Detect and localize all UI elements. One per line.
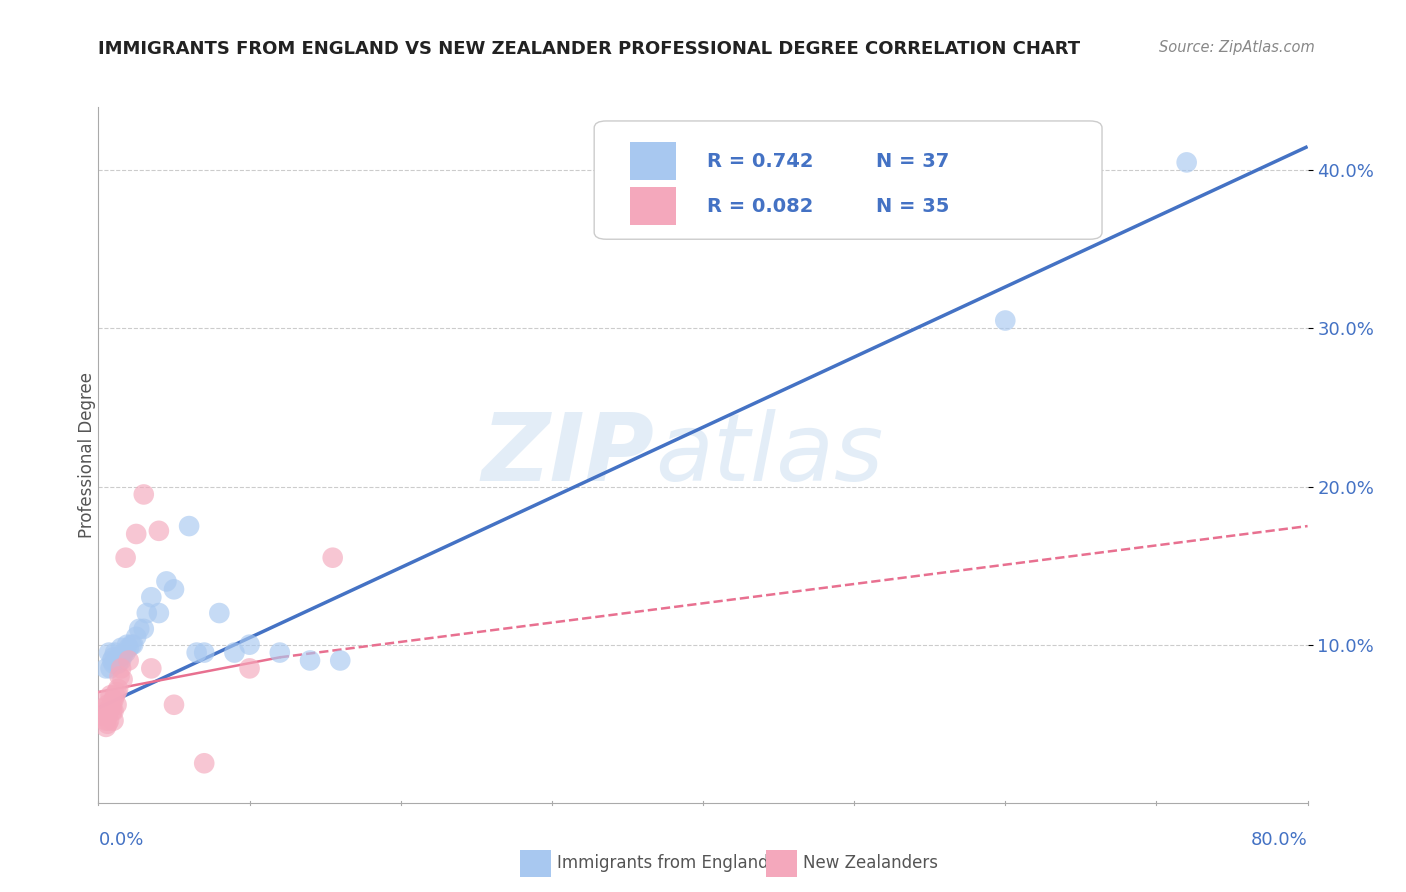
Point <box>122 638 145 652</box>
Point <box>114 550 136 565</box>
Text: R = 0.742: R = 0.742 <box>707 152 813 170</box>
Point <box>110 640 132 655</box>
Point <box>118 653 141 667</box>
Point <box>148 524 170 538</box>
Point <box>93 701 115 715</box>
Point <box>105 653 128 667</box>
Point <box>224 646 246 660</box>
Point <box>94 714 117 728</box>
Point <box>100 688 122 702</box>
Point <box>193 646 215 660</box>
Point <box>98 714 121 728</box>
Y-axis label: Professional Degree: Professional Degree <box>79 372 96 538</box>
Point <box>101 704 124 718</box>
Point <box>98 646 121 660</box>
Point <box>96 708 118 723</box>
Point <box>98 704 121 718</box>
Point <box>105 685 128 699</box>
Point <box>179 519 201 533</box>
Point <box>101 653 124 667</box>
Text: Source: ZipAtlas.com: Source: ZipAtlas.com <box>1159 40 1315 55</box>
Point <box>128 622 150 636</box>
Point <box>101 698 124 712</box>
Point <box>110 653 132 667</box>
Point <box>100 661 122 675</box>
Point <box>100 701 122 715</box>
Point <box>104 688 127 702</box>
Point <box>107 681 129 696</box>
Text: 0.0%: 0.0% <box>98 830 143 848</box>
Point <box>104 646 127 660</box>
Point <box>94 720 117 734</box>
Text: New Zealanders: New Zealanders <box>803 855 938 872</box>
Point <box>94 704 117 718</box>
Point <box>299 653 322 667</box>
Point <box>135 606 157 620</box>
Point <box>107 657 129 671</box>
Point <box>322 550 344 565</box>
Point <box>208 606 231 620</box>
Point <box>186 646 208 660</box>
Text: ZIP: ZIP <box>482 409 655 501</box>
Text: atlas: atlas <box>655 409 883 500</box>
Point <box>115 638 138 652</box>
Text: R = 0.082: R = 0.082 <box>707 196 813 216</box>
Point <box>132 487 155 501</box>
Point <box>163 582 186 597</box>
FancyBboxPatch shape <box>595 121 1102 239</box>
Text: N = 37: N = 37 <box>876 152 949 170</box>
Point <box>125 527 148 541</box>
Point <box>94 661 117 675</box>
Point <box>103 704 125 718</box>
Point <box>329 653 352 667</box>
Point <box>239 638 262 652</box>
Point <box>193 756 215 771</box>
Point <box>132 622 155 636</box>
Point <box>111 673 134 687</box>
Point <box>96 698 118 712</box>
FancyBboxPatch shape <box>630 142 676 180</box>
Point <box>125 630 148 644</box>
Point <box>103 693 125 707</box>
Point <box>103 650 125 665</box>
Text: 80.0%: 80.0% <box>1251 830 1308 848</box>
Point <box>148 606 170 620</box>
Point <box>269 646 291 660</box>
Point <box>155 574 177 589</box>
Text: IMMIGRANTS FROM ENGLAND VS NEW ZEALANDER PROFESSIONAL DEGREE CORRELATION CHART: IMMIGRANTS FROM ENGLAND VS NEW ZEALANDER… <box>98 40 1081 58</box>
Text: N = 35: N = 35 <box>876 196 949 216</box>
Point <box>163 698 186 712</box>
Point <box>114 646 136 660</box>
Point <box>110 661 132 675</box>
Point <box>118 640 141 655</box>
Text: Immigrants from England: Immigrants from England <box>557 855 769 872</box>
Point <box>93 708 115 723</box>
Point <box>121 638 143 652</box>
Point <box>108 669 131 683</box>
Point <box>141 591 163 605</box>
Point <box>96 716 118 731</box>
Point <box>105 698 128 712</box>
Point <box>1175 155 1198 169</box>
Point <box>239 661 262 675</box>
Point <box>91 693 114 707</box>
Point <box>111 648 134 663</box>
Point <box>103 714 125 728</box>
FancyBboxPatch shape <box>630 187 676 226</box>
Point <box>141 661 163 675</box>
Point <box>103 657 125 671</box>
Point <box>994 313 1017 327</box>
Point <box>108 650 131 665</box>
